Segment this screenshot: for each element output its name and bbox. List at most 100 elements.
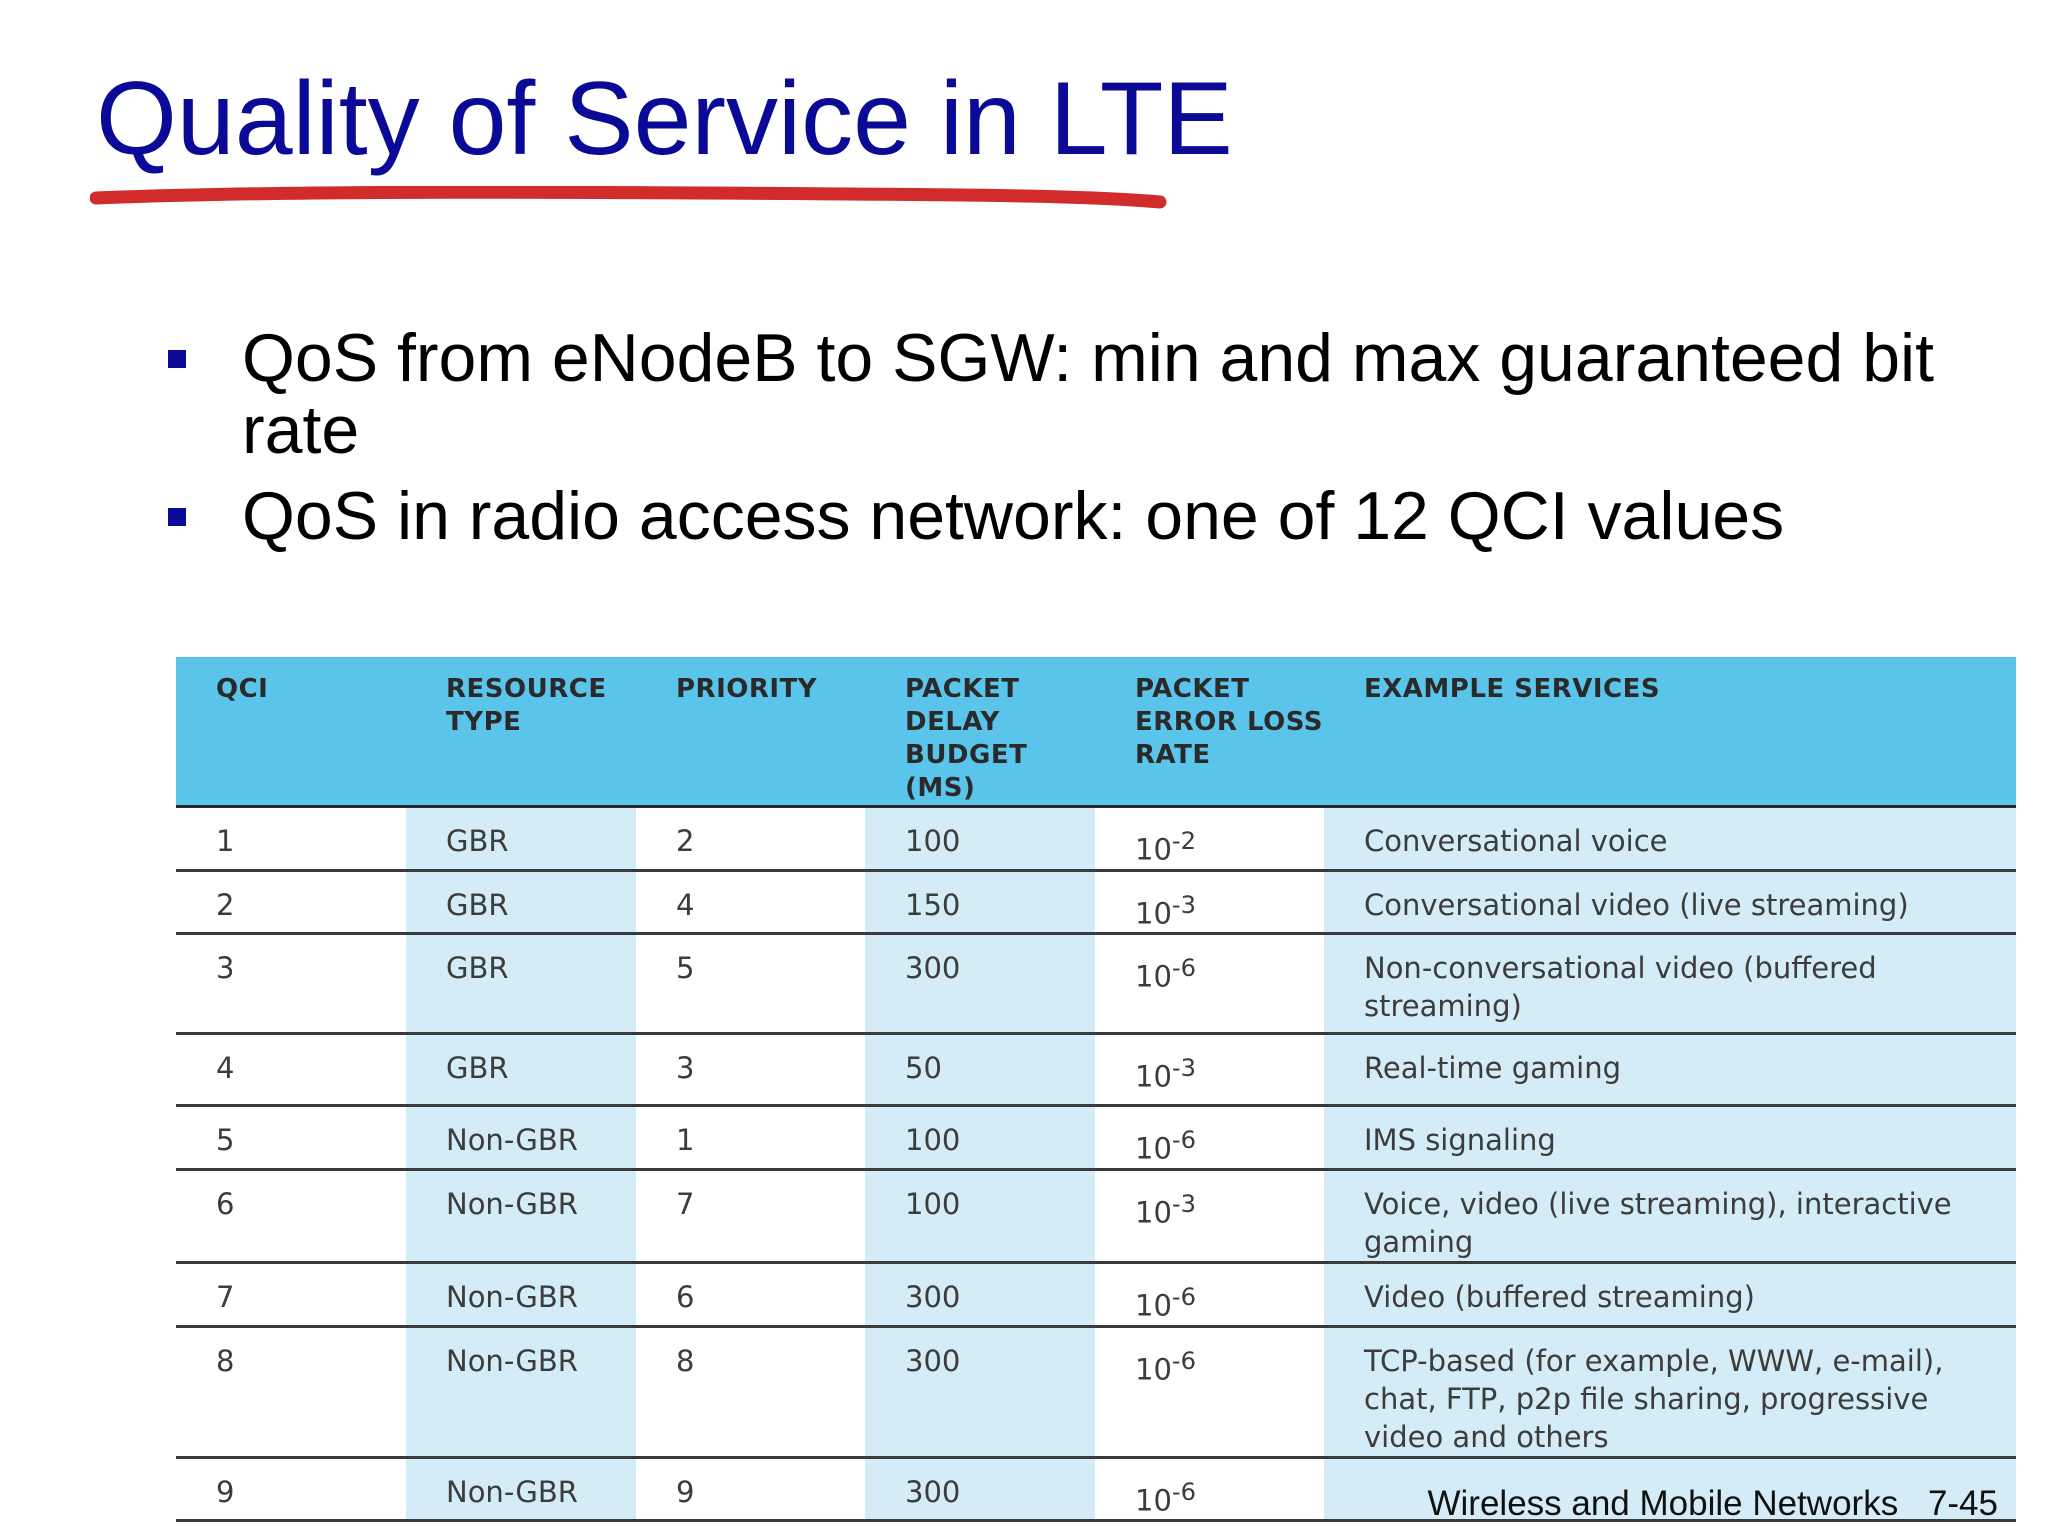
cell-qci: 3 bbox=[176, 933, 406, 1036]
cell-priority: 4 bbox=[636, 870, 865, 936]
table-header-row: QCI RESOURCE TYPE PRIORITY PACKET DELAY … bbox=[176, 657, 2016, 808]
bullet-text: QoS in radio access network: one of 12 Q… bbox=[242, 478, 1785, 554]
cell-loss-rate: 10-6 bbox=[1095, 933, 1324, 1036]
cell-resource-type: Non-GBR bbox=[406, 1169, 636, 1264]
cell-priority: 2 bbox=[636, 806, 865, 872]
cell-resource-type: GBR bbox=[406, 870, 636, 936]
header-packet-delay: PACKET DELAY BUDGET (MS) bbox=[865, 657, 1095, 808]
qci-table: QCI RESOURCE TYPE PRIORITY PACKET DELAY … bbox=[176, 657, 2016, 1523]
cell-delay: 150 bbox=[865, 870, 1095, 936]
cell-delay: 300 bbox=[865, 933, 1095, 1036]
cell-priority: 1 bbox=[636, 1105, 865, 1171]
bullet-list: QoS from eNodeB to SGW: min and max guar… bbox=[168, 322, 1948, 566]
loss-exponent: -6 bbox=[1171, 1126, 1196, 1155]
loss-base: 10 bbox=[1135, 1131, 1172, 1166]
cell-services: Non-conversational video (buffered strea… bbox=[1324, 933, 2016, 1036]
loss-exponent: -3 bbox=[1171, 1054, 1196, 1083]
slide-footer: Wireless and Mobile Networks 7-45 bbox=[1427, 1484, 1998, 1524]
footer-course-title: Wireless and Mobile Networks bbox=[1427, 1484, 1899, 1523]
header-packet-error: PACKET ERROR LOSS RATE bbox=[1095, 657, 1324, 808]
cell-loss-rate: 10-2 bbox=[1095, 806, 1324, 872]
cell-resource-type: Non-GBR bbox=[406, 1457, 636, 1523]
loss-exponent: -3 bbox=[1171, 890, 1196, 919]
cell-services: Voice, video (live streaming), interacti… bbox=[1324, 1169, 2016, 1264]
cell-delay: 300 bbox=[865, 1326, 1095, 1459]
bullet-item: QoS in radio access network: one of 12 Q… bbox=[168, 480, 1948, 552]
loss-base: 10 bbox=[1135, 1288, 1172, 1323]
loss-base: 10 bbox=[1135, 959, 1172, 994]
cell-qci: 2 bbox=[176, 870, 406, 936]
cell-delay: 100 bbox=[865, 1169, 1095, 1264]
table-row: 5 Non-GBR 1 100 10-6 IMS signaling bbox=[176, 1105, 2016, 1171]
loss-exponent: -2 bbox=[1171, 827, 1196, 855]
loss-exponent: -3 bbox=[1171, 1189, 1196, 1218]
cell-priority: 8 bbox=[636, 1326, 865, 1459]
cell-services bbox=[1324, 1457, 2016, 1523]
loss-base: 10 bbox=[1135, 1483, 1172, 1518]
cell-qci: 1 bbox=[176, 806, 406, 872]
square-bullet-icon bbox=[168, 508, 186, 526]
cell-services: Conversational video (live streaming) bbox=[1324, 870, 2016, 936]
header-qci: QCI bbox=[176, 657, 406, 808]
cell-priority: 3 bbox=[636, 1033, 865, 1108]
bullet-item: QoS from eNodeB to SGW: min and max guar… bbox=[168, 322, 1948, 466]
cell-qci: 8 bbox=[176, 1326, 406, 1459]
cell-resource-type: Non-GBR bbox=[406, 1326, 636, 1459]
cell-priority: 6 bbox=[636, 1262, 865, 1328]
cell-delay: 50 bbox=[865, 1033, 1095, 1108]
cell-services: Conversational voice bbox=[1324, 806, 2016, 872]
table-row: 4 GBR 3 50 10-3 Real-time gaming bbox=[176, 1033, 2016, 1108]
cell-services: IMS signaling bbox=[1324, 1105, 2016, 1171]
loss-base: 10 bbox=[1135, 1195, 1172, 1230]
cell-services: Video (buffered streaming) bbox=[1324, 1262, 2016, 1328]
loss-base: 10 bbox=[1135, 1059, 1172, 1094]
square-bullet-icon bbox=[168, 350, 186, 368]
cell-delay: 300 bbox=[865, 1262, 1095, 1328]
cell-delay: 100 bbox=[865, 1105, 1095, 1171]
table-row: 6 Non-GBR 7 100 10-3 Voice, video (live … bbox=[176, 1169, 2016, 1264]
loss-exponent: -6 bbox=[1171, 1477, 1196, 1506]
header-example-services: EXAMPLE SERVICES bbox=[1324, 657, 2016, 808]
cell-loss-rate: 10-6 bbox=[1095, 1326, 1324, 1459]
cell-priority: 5 bbox=[636, 933, 865, 1036]
cell-qci: 9 bbox=[176, 1457, 406, 1523]
loss-exponent: -6 bbox=[1171, 1346, 1196, 1375]
bullet-text: QoS from eNodeB to SGW: min and max guar… bbox=[242, 320, 1935, 468]
table-row: 1 GBR 2 100 10-2 Conversational voice bbox=[176, 806, 2016, 872]
cell-services: Real-time gaming bbox=[1324, 1033, 2016, 1108]
cell-qci: 5 bbox=[176, 1105, 406, 1171]
cell-loss-rate: 10-3 bbox=[1095, 1169, 1324, 1264]
cell-qci: 6 bbox=[176, 1169, 406, 1264]
table-row: 8 Non-GBR 8 300 10-6 TCP-based (for exam… bbox=[176, 1326, 2016, 1459]
cell-delay: 100 bbox=[865, 806, 1095, 872]
loss-exponent: -6 bbox=[1171, 1282, 1196, 1311]
cell-priority: 9 bbox=[636, 1457, 865, 1523]
loss-base: 10 bbox=[1135, 896, 1172, 931]
cell-services: TCP-based (for example, WWW, e-mail), ch… bbox=[1324, 1326, 2016, 1459]
cell-loss-rate: 10-6 bbox=[1095, 1457, 1324, 1523]
cell-qci: 4 bbox=[176, 1033, 406, 1108]
cell-resource-type: GBR bbox=[406, 806, 636, 872]
cell-resource-type: Non-GBR bbox=[406, 1262, 636, 1328]
cell-resource-type: GBR bbox=[406, 933, 636, 1036]
cell-delay: 300 bbox=[865, 1457, 1095, 1523]
loss-base: 10 bbox=[1135, 1352, 1172, 1387]
table-row: 7 Non-GBR 6 300 10-6 Video (buffered str… bbox=[176, 1262, 2016, 1328]
table-row: 2 GBR 4 150 10-3 Conversational video (l… bbox=[176, 870, 2016, 936]
cell-priority: 7 bbox=[636, 1169, 865, 1264]
footer-page-number: 7-45 bbox=[1927, 1484, 1998, 1523]
cell-loss-rate: 10-6 bbox=[1095, 1105, 1324, 1171]
cell-resource-type: Non-GBR bbox=[406, 1105, 636, 1171]
title-underline bbox=[90, 186, 1167, 209]
slide-title: Quality of Service in LTE bbox=[96, 61, 1233, 177]
loss-base: 10 bbox=[1135, 832, 1172, 867]
cell-loss-rate: 10-6 bbox=[1095, 1262, 1324, 1328]
cell-loss-rate: 10-3 bbox=[1095, 870, 1324, 936]
cell-resource-type: GBR bbox=[406, 1033, 636, 1108]
table-row: 3 GBR 5 300 10-6 Non-conversational vide… bbox=[176, 933, 2016, 1036]
cell-loss-rate: 10-3 bbox=[1095, 1033, 1324, 1108]
cell-qci: 7 bbox=[176, 1262, 406, 1328]
header-priority: PRIORITY bbox=[636, 657, 865, 808]
table-row: 9 Non-GBR 9 300 10-6 bbox=[176, 1457, 2016, 1523]
loss-exponent: -6 bbox=[1171, 954, 1196, 983]
